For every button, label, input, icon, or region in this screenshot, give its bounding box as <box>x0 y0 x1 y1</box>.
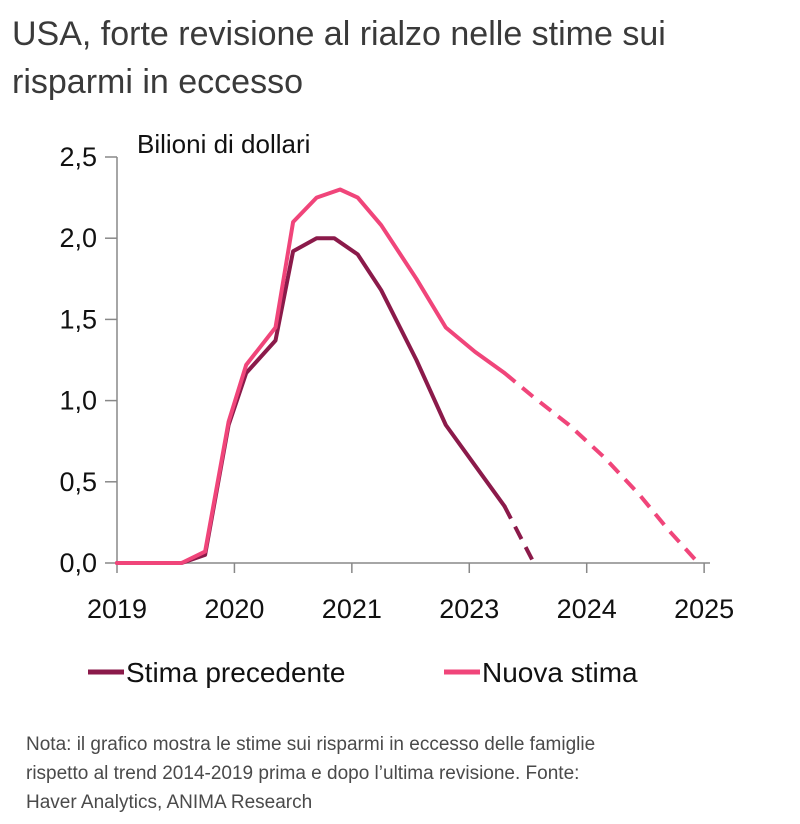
chart-title-line-1: USA, forte revisione al rialzo nelle sti… <box>12 15 666 53</box>
y-tick-label: 0,0 <box>59 548 97 578</box>
series-forecast-line-2 <box>503 371 700 565</box>
y-axis-label: Bilioni di dollari <box>137 129 310 159</box>
legend-label-1: Stima precedente <box>126 657 345 688</box>
y-tick-label: 2,0 <box>59 223 97 253</box>
line-chart: 0,0 0,5 1,0 1,5 2,0 2,5 Bilioni di dollari 2019… <box>59 129 734 688</box>
series-forecast-line-1 <box>502 505 536 564</box>
footnote-line-3: Haver Analytics, ANIMA Research <box>26 792 313 813</box>
series-line-2 <box>115 187 507 565</box>
footnote-line-1: Nota: il grafico mostra le stime sui ris… <box>26 734 596 755</box>
x-tick-label: 2024 <box>557 594 617 624</box>
chart-title-line-2: risparmi in eccesso <box>12 63 303 101</box>
y-tick-label: 1,0 <box>59 386 97 416</box>
legend-label-2: Nuova stima <box>482 657 638 688</box>
x-tick-label: 2020 <box>204 594 264 624</box>
x-tick-label: 2021 <box>322 594 382 624</box>
y-tick-label: 2,5 <box>59 142 97 172</box>
y-tick-label: 0,5 <box>59 467 97 497</box>
y-tick-label: 1,5 <box>59 304 97 334</box>
footnote-line-2: rispetto al trend 2014-2019 prima e dopo… <box>26 763 580 784</box>
x-tick-label: 2019 <box>87 594 147 624</box>
x-tick-label: 2023 <box>439 594 499 624</box>
x-tick-label: 2025 <box>674 594 734 624</box>
chart-footnote: Nota: il grafico mostra le stime sui ris… <box>26 730 786 817</box>
series-line-1 <box>115 236 507 565</box>
chart-title: USA, forte revisione al rialzo nelle sti… <box>12 10 782 106</box>
